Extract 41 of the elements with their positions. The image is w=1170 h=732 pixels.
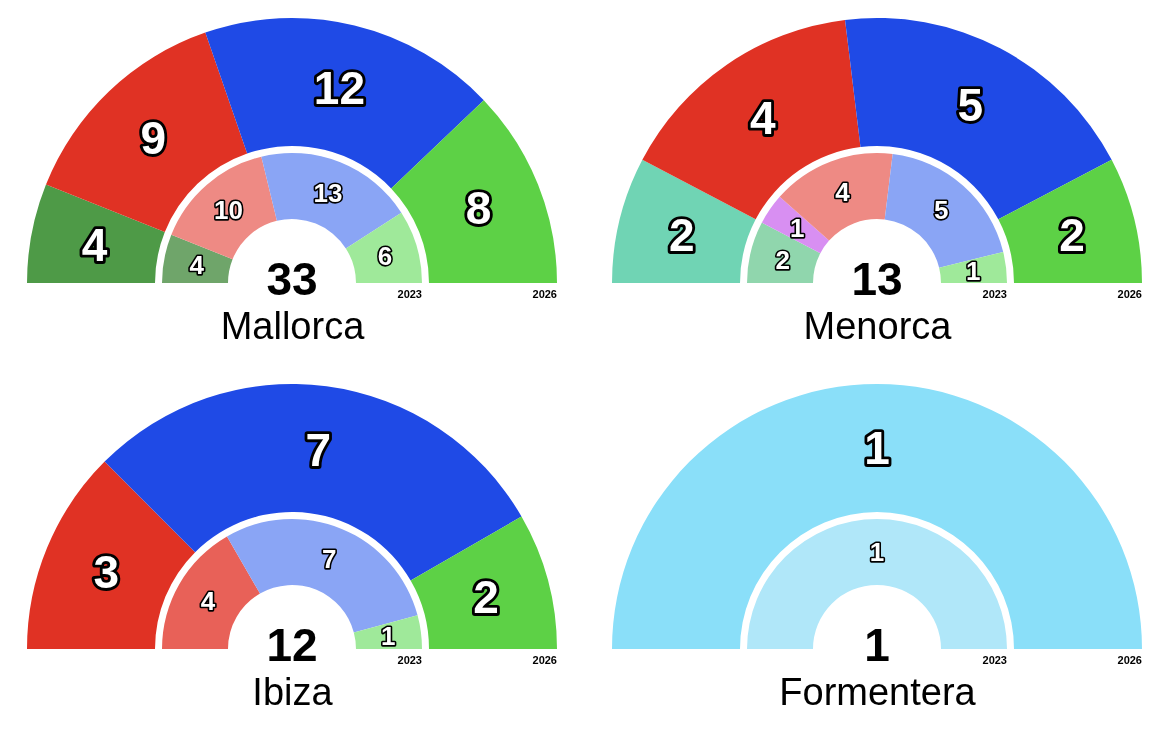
data-label: 3 <box>93 546 120 599</box>
data-label: 8 <box>465 182 492 235</box>
text: Formentera <box>778 670 977 715</box>
data-label: 2 <box>669 208 695 261</box>
data-label: 4 <box>189 249 205 280</box>
slice-label: 2026 <box>531 288 557 300</box>
data-label: 2 <box>473 570 499 623</box>
data-label: 5 <box>934 195 949 226</box>
text: Menorca <box>802 304 953 349</box>
data-label: 5 <box>957 79 984 132</box>
data-label: 2 <box>775 244 791 275</box>
slice-label: 2023 <box>396 288 422 300</box>
data-label: 1 <box>869 537 885 567</box>
data-label: 7 <box>321 544 337 575</box>
text: Ibiza <box>251 670 334 715</box>
text: 33 <box>265 253 319 305</box>
slice-label: 2023 <box>981 288 1007 300</box>
data-label: 7 <box>305 423 332 476</box>
data-label: 1 <box>789 212 805 243</box>
data-label: 6 <box>377 240 393 271</box>
data-label: 1 <box>966 256 981 287</box>
data-label: 9 <box>140 111 167 164</box>
text: 1 <box>863 619 891 671</box>
text: 13 <box>850 253 904 305</box>
slice-label: 2026 <box>1116 288 1142 300</box>
data-label: 1 <box>380 621 396 652</box>
data-label: 4 <box>835 177 851 208</box>
data-label: 1 <box>864 422 890 474</box>
data-label: 4 <box>81 218 108 271</box>
text: Mallorca <box>219 304 366 349</box>
data-label: 4 <box>200 585 216 616</box>
data-label: 13 <box>313 177 343 208</box>
data-label: 2 <box>1059 208 1085 261</box>
data-label: 10 <box>214 194 243 225</box>
slice-label: 2026 <box>531 654 557 666</box>
slice-label: 2026 <box>1116 654 1142 666</box>
slice-label: 2023 <box>396 654 422 666</box>
data-label: 4 <box>750 91 777 144</box>
slice-label: 2023 <box>981 654 1007 666</box>
data-label: 12 <box>313 61 365 114</box>
text: 12 <box>265 619 319 671</box>
